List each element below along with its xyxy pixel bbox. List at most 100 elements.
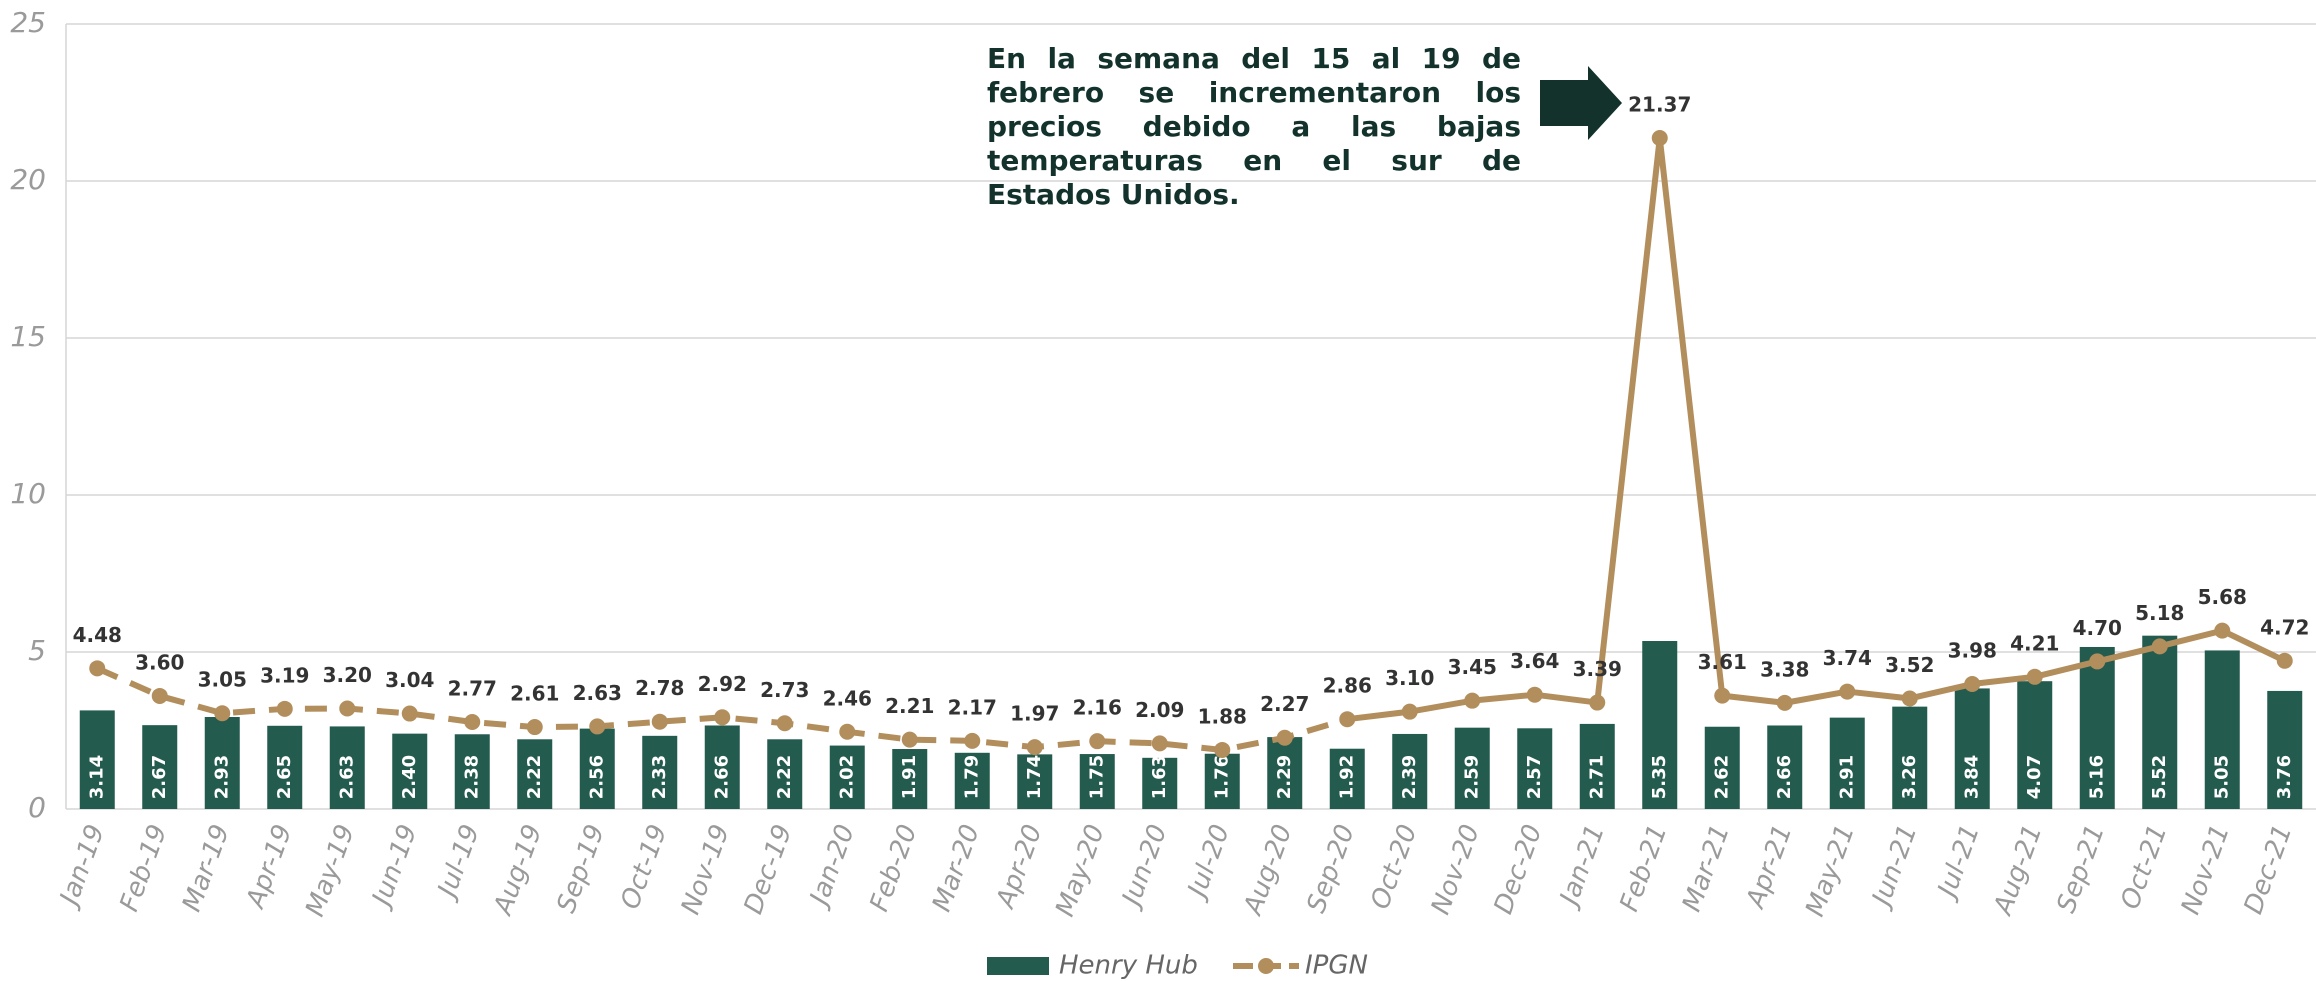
- line-point: [964, 733, 980, 749]
- line-point: [652, 714, 668, 730]
- bar-value-label: 5.52: [2149, 755, 2170, 799]
- x-tick-label: May-19: [300, 821, 361, 921]
- x-tick-label: Nov-19: [676, 821, 736, 919]
- line-point: [2152, 638, 2168, 654]
- x-tick-label: Jan-21: [1553, 821, 1611, 914]
- bar-value-label: 2.59: [1461, 755, 1482, 799]
- line-value-label: 2.63: [573, 681, 622, 705]
- bar-value-label: 3.14: [86, 755, 107, 799]
- line-value-label: 2.21: [885, 694, 934, 718]
- line-value-label: 4.72: [2260, 615, 2309, 639]
- line-point: [152, 688, 168, 704]
- line-point: [339, 701, 355, 717]
- line-value-label: 3.20: [323, 663, 372, 687]
- bar-value-label: 1.74: [1024, 755, 1045, 799]
- line-value-label: 2.78: [635, 676, 684, 700]
- line-value-label: 2.46: [823, 686, 872, 710]
- bar-value-label: 2.63: [336, 755, 357, 799]
- bar-value-label: 2.57: [1524, 755, 1545, 799]
- annotation: En la semana del 15 al 19 de febrero se …: [987, 42, 1521, 212]
- line-value-label: 4.48: [73, 623, 122, 647]
- bar-value-label: 2.65: [274, 755, 295, 799]
- line-value-label: 2.61: [510, 682, 559, 706]
- legend-swatch: [987, 957, 1049, 975]
- y-tick-label: 5: [28, 634, 46, 667]
- x-tick-label: Jun-21: [1865, 821, 1923, 914]
- bar-value-label: 2.33: [649, 755, 670, 799]
- bar-value-label: 2.38: [461, 755, 482, 799]
- x-tick-label: Jul-20: [1181, 821, 1236, 905]
- bar-value-label: 1.92: [1336, 755, 1357, 799]
- x-tick-label: Dec-19: [738, 821, 798, 918]
- x-tick-label: Nov-21: [2176, 821, 2236, 919]
- x-tick-label: Apr-20: [990, 821, 1048, 914]
- line-value-label: 3.74: [1823, 646, 1872, 670]
- x-tick-label: Nov-20: [1426, 821, 1486, 919]
- line-point: [464, 714, 480, 730]
- x-tick-label: Sep-19: [551, 821, 610, 917]
- bar-value-label: 2.40: [399, 755, 420, 799]
- bar-value-label: 5.35: [1649, 755, 1670, 799]
- bar-value-label: 1.75: [1086, 755, 1107, 799]
- line-value-label: 2.77: [448, 677, 497, 701]
- x-tick-label: Jan-20: [803, 821, 861, 914]
- line-point: [1089, 733, 1105, 749]
- line-point: [1839, 684, 1855, 700]
- line-value-label: 3.98: [1948, 639, 1997, 663]
- x-tick-label: Oct-19: [615, 821, 673, 913]
- y-tick-label: 25: [10, 6, 46, 39]
- line-value-label: 3.39: [1573, 657, 1622, 681]
- x-tick-label: Feb-19: [114, 821, 173, 916]
- line-point: [527, 719, 543, 735]
- bar-value-label: 2.91: [1836, 755, 1857, 799]
- line-value-label: 3.38: [1760, 657, 1809, 681]
- line-value-label: 3.60: [135, 650, 184, 674]
- bar-value-label: 5.05: [2211, 755, 2232, 799]
- legend-label: Henry Hub: [1059, 951, 1198, 981]
- line-value-label: 5.18: [2135, 601, 2184, 625]
- line-point: [277, 701, 293, 717]
- bar-value-label: 2.62: [1711, 755, 1732, 799]
- line-value-label: 3.45: [1448, 655, 1497, 679]
- line-point: [1277, 730, 1293, 746]
- y-tick-label: 10: [10, 477, 46, 510]
- x-tick-label: Feb-20: [864, 821, 923, 916]
- page: 0510152025Jan-19Feb-19Mar-19Apr-19May-19…: [0, 0, 2316, 981]
- y-tick-label: 20: [10, 163, 46, 196]
- line-point: [1777, 695, 1793, 711]
- line-value-label: 2.27: [1260, 692, 1309, 716]
- line-point: [2089, 653, 2105, 669]
- x-tick-label: Jul-19: [431, 821, 486, 905]
- x-tick-label: Jan-19: [53, 821, 111, 914]
- bar-value-label: 2.22: [774, 755, 795, 799]
- bar-value-label: 5.16: [2086, 755, 2107, 799]
- line-point: [1589, 695, 1605, 711]
- line-point: [1339, 711, 1355, 727]
- line-point: [1402, 704, 1418, 720]
- line-point: [2027, 669, 2043, 685]
- x-tick-label: Apr-21: [1740, 821, 1798, 914]
- bar-value-label: 2.66: [711, 755, 732, 799]
- x-tick-label: Oct-21: [2115, 821, 2173, 913]
- x-tick-label: Jul-21: [1931, 821, 1986, 905]
- x-tick-label: Mar-19: [177, 821, 236, 916]
- bar-value-label: 2.39: [1399, 755, 1420, 799]
- line-value-label: 5.68: [2198, 585, 2247, 609]
- line-value-label: 1.97: [1010, 702, 1059, 726]
- bar-value-label: 3.26: [1899, 755, 1920, 799]
- x-tick-label: Dec-20: [1488, 821, 1548, 918]
- annotation-arrow: [1540, 66, 1622, 140]
- x-tick-label: Sep-21: [2051, 821, 2110, 917]
- line-point: [714, 709, 730, 725]
- bar-value-label: 1.63: [1149, 755, 1170, 799]
- bar-value-label: 1.76: [1211, 755, 1232, 799]
- bar-value-label: 2.56: [586, 755, 607, 799]
- bar-value-label: 1.79: [961, 755, 982, 799]
- line-value-label: 4.21: [2010, 631, 2059, 655]
- line-point: [839, 724, 855, 740]
- bar-value-label: 3.84: [1961, 755, 1982, 799]
- line-point: [402, 706, 418, 722]
- line-point: [2214, 623, 2230, 639]
- x-tick-label: Mar-20: [927, 821, 986, 916]
- legend-swatch: [1258, 958, 1274, 974]
